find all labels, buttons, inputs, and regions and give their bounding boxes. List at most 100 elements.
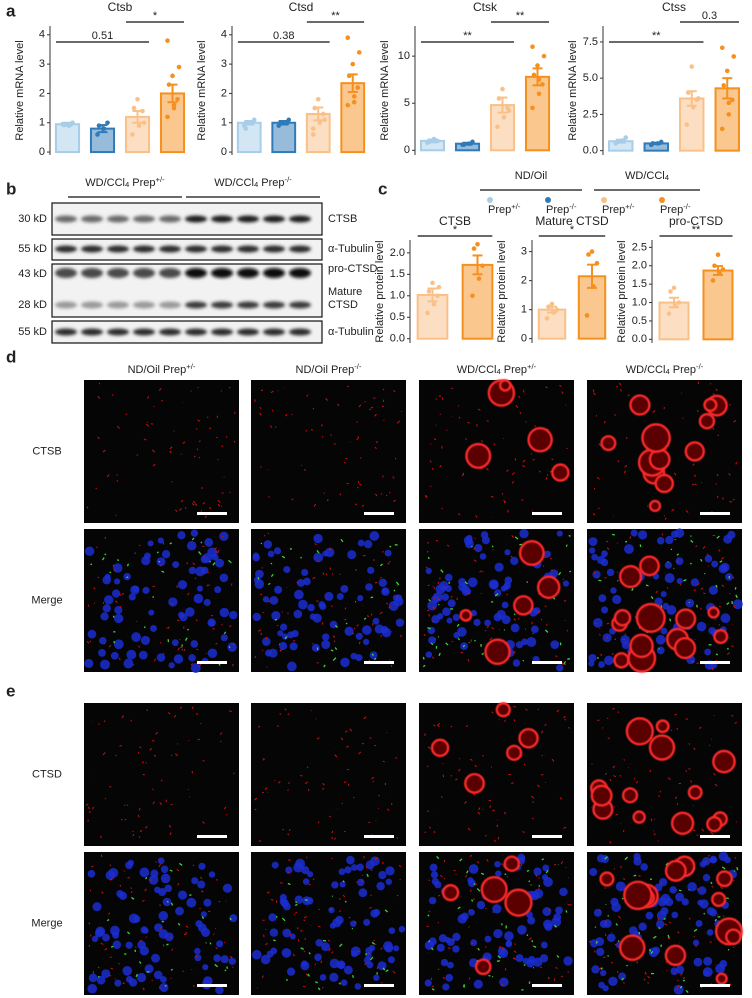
legend-swatch [659, 197, 665, 203]
data-point [248, 120, 254, 126]
red-signal [489, 637, 493, 641]
red-signal [379, 611, 383, 615]
green-signal [456, 623, 460, 627]
data-point [435, 293, 440, 299]
nucleus [252, 949, 262, 960]
green-signal [696, 604, 698, 608]
red-signal [563, 826, 567, 829]
red-signal [458, 416, 461, 419]
nucleus [197, 880, 206, 889]
nucleus [591, 553, 598, 561]
blot-band [289, 245, 311, 253]
data-point [165, 114, 170, 120]
nucleus [593, 908, 602, 917]
nucleus [228, 957, 236, 965]
blot-band [159, 268, 181, 278]
nucleus [699, 899, 709, 909]
nucleus [132, 585, 139, 593]
micrograph [587, 528, 743, 673]
nucleus [84, 546, 95, 556]
red-signal [175, 509, 178, 512]
red-signal [511, 535, 514, 538]
red-signal [485, 907, 487, 910]
green-signal [545, 869, 549, 874]
nucleus [489, 580, 499, 590]
nucleus [533, 957, 543, 967]
red-signal [519, 411, 522, 415]
red-signal [520, 863, 523, 867]
red-signal [284, 708, 287, 711]
red-signal [139, 746, 142, 749]
red-cell [527, 426, 553, 453]
red-cell [474, 958, 492, 976]
nucleus [289, 933, 296, 940]
green-signal [126, 931, 131, 935]
red-cell [635, 602, 666, 633]
y-axis-label: Relative mRNA level [379, 40, 391, 140]
nucleus [285, 866, 293, 874]
red-signal [354, 568, 358, 572]
nucleus [708, 585, 718, 595]
green-signal [428, 940, 431, 943]
red-signal [199, 876, 203, 880]
data-point [435, 138, 440, 144]
red-cell [484, 638, 511, 666]
green-signal [676, 553, 680, 556]
green-signal [294, 903, 298, 906]
red-signal [95, 487, 98, 490]
red-signal [513, 618, 517, 621]
nucleus [384, 549, 392, 557]
red-cell [632, 810, 646, 824]
red-signal [361, 504, 365, 507]
red-signal [592, 392, 596, 396]
red-cell [600, 435, 617, 452]
data-point [476, 276, 482, 281]
micrograph [587, 703, 742, 846]
nucleus [193, 593, 204, 604]
red-signal [366, 615, 370, 617]
red-signal [711, 667, 714, 671]
red-signal [177, 647, 180, 651]
column-label-sup: +/- [186, 362, 196, 371]
green-signal [339, 982, 341, 985]
nucleus [664, 561, 673, 569]
green-signal [427, 556, 430, 560]
nucleus [559, 887, 568, 897]
red-signal [173, 430, 175, 432]
red-signal [291, 413, 293, 416]
red-signal [198, 440, 201, 443]
green-signal [281, 917, 286, 922]
scale-bar [532, 984, 562, 987]
red-signal [111, 394, 114, 396]
red-signal [507, 509, 509, 513]
red-cell [513, 595, 534, 616]
significance-label: ** [331, 10, 340, 22]
red-signal [149, 879, 152, 882]
significance-label: 0.3 [702, 10, 717, 22]
red-signal [382, 399, 385, 402]
red-signal [215, 946, 218, 950]
red-cell [629, 394, 651, 416]
legend-group-title-part: WD/CCl [625, 170, 665, 182]
green-signal [116, 559, 120, 562]
red-signal [354, 503, 358, 506]
red-signal [718, 549, 721, 552]
nucleus [190, 663, 201, 673]
blot-band [211, 215, 233, 223]
nucleus [658, 877, 668, 887]
bar [702, 269, 734, 341]
green-signal [631, 587, 634, 592]
nucleus [452, 945, 460, 953]
green-signal [679, 985, 683, 989]
red-signal [548, 908, 551, 912]
red-signal [605, 540, 609, 543]
red-signal [192, 562, 196, 566]
red-signal [530, 453, 533, 455]
nucleus [440, 958, 449, 967]
blot-band [107, 328, 129, 336]
blot-group-label-sub: 4 [254, 180, 259, 189]
nucleus [699, 860, 707, 868]
nucleus [473, 618, 481, 627]
nucleus [220, 634, 228, 642]
nucleus [610, 897, 619, 907]
